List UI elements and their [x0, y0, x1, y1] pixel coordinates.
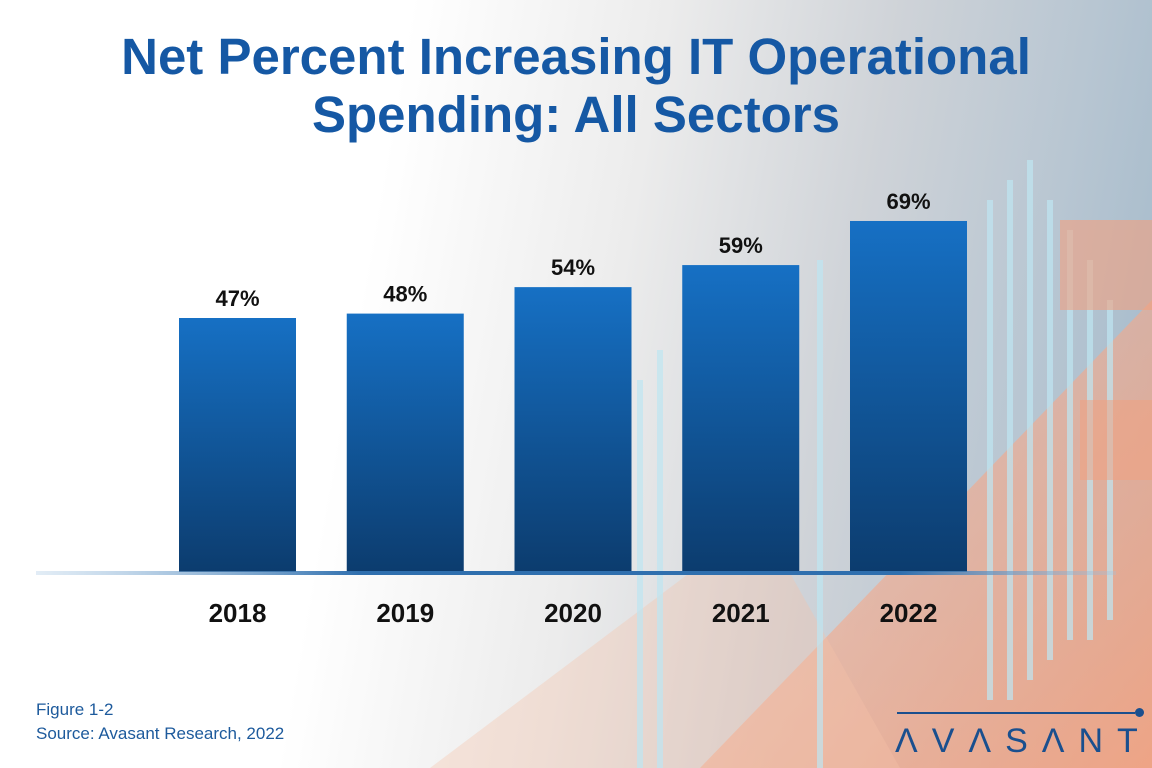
source-note: Source: Avasant Research, 2022: [36, 724, 285, 743]
x-tick-label: 2019: [376, 598, 434, 628]
title-line-2: Spending: All Sectors: [311, 86, 840, 143]
data-label: 47%: [215, 286, 259, 311]
chart-title: Net Percent Increasing IT Operational Sp…: [0, 28, 1152, 144]
bar-2020: [514, 287, 632, 572]
logo-text: ΛVΛSΛNT: [895, 722, 1152, 760]
avasant-logo: ΛVΛSΛNT: [895, 700, 1145, 760]
data-label: 48%: [383, 282, 427, 307]
x-tick-label: 2022: [880, 598, 938, 628]
figure-number: Figure 1-2: [36, 700, 114, 719]
x-tick-label: 2018: [209, 598, 267, 628]
bar-2021: [682, 265, 800, 572]
figure-caption: Figure 1-2 Source: Avasant Research, 202…: [36, 698, 284, 746]
data-label: 69%: [886, 189, 930, 214]
bar-2018: [179, 318, 296, 572]
x-tick-label: 2020: [544, 598, 602, 628]
logo-dot: [1135, 708, 1144, 717]
x-axis-line: [36, 571, 1116, 575]
bar-2022: [850, 220, 967, 573]
logo-line: [897, 712, 1135, 714]
data-label: 54%: [551, 255, 595, 280]
x-tick-label: 2021: [712, 598, 770, 628]
bar-2019: [346, 313, 464, 572]
title-line-1: Net Percent Increasing IT Operational: [121, 28, 1031, 85]
data-label: 59%: [719, 233, 763, 258]
